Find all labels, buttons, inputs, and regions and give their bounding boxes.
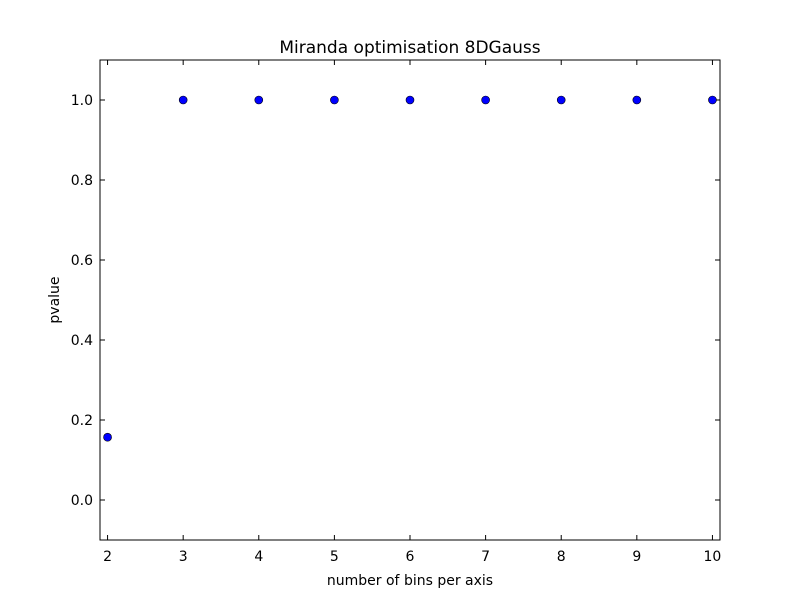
x-tick-label: 7: [481, 549, 490, 565]
plot-area: [99, 59, 721, 541]
chart-title: Miranda optimisation 8DGauss: [279, 38, 540, 58]
y-tick-label: 0.8: [71, 173, 93, 189]
x-tick-label: 10: [704, 549, 722, 565]
x-axis: 2 3 4 5 6 7 8 9 10: [103, 60, 721, 565]
data-point: [556, 95, 566, 105]
data-point: [632, 95, 642, 105]
y-tick-label: 0.4: [71, 333, 93, 349]
plot-frame: [99, 59, 721, 541]
y-axis-title: pvalue: [47, 276, 63, 323]
x-tick-label: 3: [179, 549, 188, 565]
x-tick-label: 8: [557, 549, 566, 565]
y-axis: 0.0 0.2 0.4 0.6 0.8 1.0: [71, 93, 720, 509]
data-point: [178, 95, 188, 105]
y-tick-label: 0.0: [71, 493, 93, 509]
y-tick-label: 0.6: [71, 253, 93, 269]
data-point: [103, 432, 112, 442]
data-point: [405, 95, 415, 105]
y-tick-label: 0.2: [71, 413, 93, 429]
data-point: [481, 95, 490, 105]
data-series: [103, 95, 717, 442]
x-axis-title: number of bins per axis: [327, 573, 493, 589]
data-point: [330, 95, 339, 105]
data-point: [708, 95, 717, 105]
x-tick-label: 9: [632, 549, 641, 565]
x-tick-label: 6: [406, 549, 415, 565]
y-tick-label: 1.0: [71, 93, 93, 109]
x-tick-label: 2: [103, 549, 112, 565]
x-tick-label: 4: [254, 549, 263, 565]
data-point: [254, 95, 264, 105]
x-tick-label: 5: [330, 549, 339, 565]
